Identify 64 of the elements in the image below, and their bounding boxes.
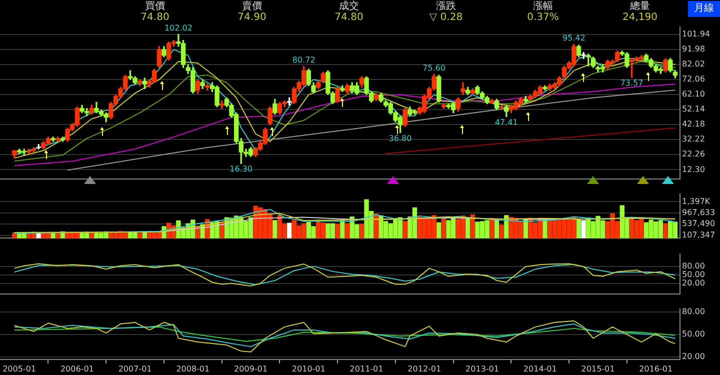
bar [499, 224, 504, 238]
annotation: 16.30 [230, 164, 253, 174]
y-tick-label: 32.22 [682, 134, 705, 144]
annotation: 47.41 [494, 118, 518, 127]
annotation: 75.60 [422, 63, 446, 72]
y-tick-label: 50.00 [682, 270, 705, 279]
annotation: 36.80 [388, 134, 412, 143]
bar [12, 232, 17, 238]
bar [663, 223, 668, 238]
y-tick-label: 20.00 [682, 278, 705, 288]
x-tick-label: 2010-01 [292, 364, 326, 374]
y-tick-label: 1,397K [682, 196, 711, 206]
x-tick-label: 2012-01 [408, 364, 442, 374]
y-tick-label: 91.98 [682, 44, 705, 54]
text: 漲幅 0.37% [526, 1, 560, 23]
text: 漲跌 ▽ 0.28 [428, 1, 464, 23]
bar [287, 222, 292, 238]
text: 月線 [688, 1, 720, 17]
y-tick-label: 52.14 [682, 104, 705, 114]
y-tick-label: 22.26 [682, 150, 705, 159]
y-tick-label: 80.00 [682, 306, 705, 316]
bar [272, 220, 278, 238]
x-tick-label: 2006-01 [60, 364, 94, 374]
y-tick-label: 537,490 [682, 219, 716, 228]
annotation: 95.42 [562, 33, 586, 42]
bar [465, 218, 470, 238]
y-tick-label: 20.00 [682, 352, 705, 362]
annotation: 73.57 [620, 78, 644, 88]
bar [581, 220, 586, 238]
annotation: 102.02 [164, 23, 192, 32]
y-tick-label: 62.10 [682, 90, 705, 99]
text: 買價 74.80 [140, 1, 170, 23]
x-tick-label: 2007-01 [118, 364, 152, 374]
y-tick-label: 101.94 [682, 30, 710, 39]
bar [50, 232, 56, 238]
y-tick-label: 967,633 [682, 208, 716, 218]
x-tick-label: 2005-01 [2, 364, 36, 374]
x-tick-label: 2014-01 [523, 364, 557, 374]
x-tick-label: 2011-01 [350, 364, 384, 374]
annotation: 80.72 [292, 56, 316, 65]
x-tick-label: 2015-01 [581, 364, 615, 374]
bar [576, 219, 582, 238]
x-tick-label: 2016-01 [639, 364, 673, 374]
x-tick-label: 2008-01 [176, 364, 210, 374]
y-tick-label: 80.00 [682, 261, 705, 270]
candlestick [36, 144, 41, 150]
bar [436, 222, 442, 238]
bar [138, 232, 142, 238]
text: 成交 74.80 [334, 1, 364, 23]
text: 賣價 74.90 [236, 1, 268, 23]
x-tick-label: 2013-01 [466, 364, 499, 374]
y-tick-label: 50.00 [682, 330, 705, 339]
bar [340, 220, 345, 238]
y-tick-label: 107,347 [682, 230, 716, 240]
bar [359, 224, 364, 238]
bar [335, 224, 340, 238]
bar [402, 220, 408, 238]
y-tick-label: 12.30 [682, 164, 705, 174]
x-tick-label: 2009-01 [234, 364, 268, 374]
y-tick-label: 72.06 [682, 74, 705, 84]
y-tick-label: 82.02 [682, 60, 705, 69]
bar [344, 223, 350, 238]
y-tick-label: 42.18 [682, 120, 705, 129]
text: 總量 24,190 [622, 1, 658, 23]
